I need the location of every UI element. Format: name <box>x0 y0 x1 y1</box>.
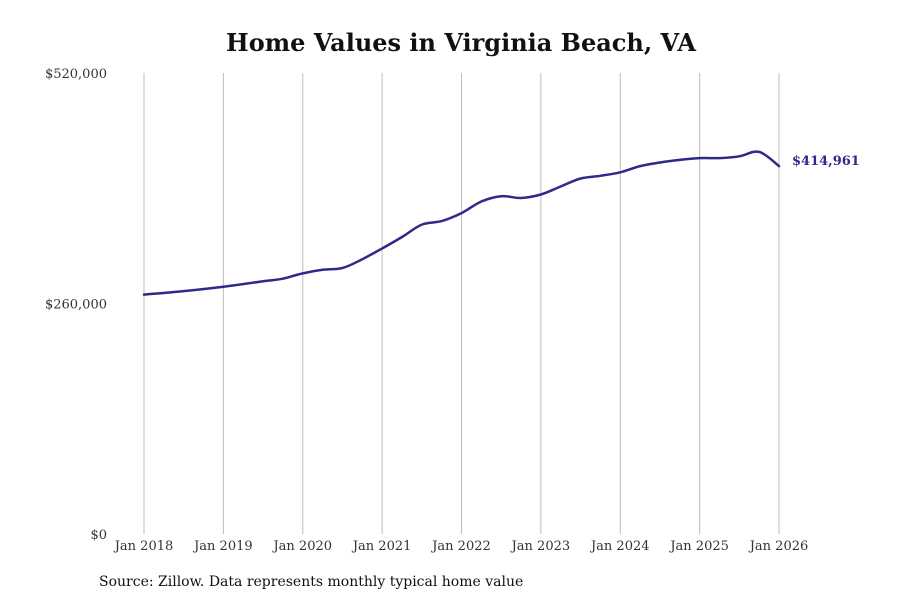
x-tick-label: Jan 2023 <box>510 539 571 554</box>
source-note: Source: Zillow. Data represents monthly … <box>99 574 524 590</box>
x-tick-label: Jan 2026 <box>748 539 809 554</box>
x-tick-label: Jan 2020 <box>271 539 332 554</box>
grid-lines <box>143 73 780 534</box>
x-tick-label: Jan 2019 <box>192 539 253 554</box>
y-tick-label: $0 <box>90 528 107 543</box>
y-tick-label: $520,000 <box>45 67 107 82</box>
x-tick-label: Jan 2018 <box>113 539 174 554</box>
x-axis: Jan 2018 Jan 2019 Jan 2020 Jan 2021 Jan 2022… <box>113 539 809 554</box>
y-axis: $0 $260,000 $520,000 <box>45 67 107 543</box>
home-value-line <box>142 150 781 296</box>
x-tick-label: Jan 2025 <box>668 539 729 554</box>
x-tick-label: Jan 2022 <box>430 539 491 554</box>
y-tick-label: $260,000 <box>45 298 107 313</box>
chart-title: Home Values in Virginia Beach, VA <box>226 28 696 57</box>
x-tick-label: Jan 2024 <box>589 539 650 554</box>
end-value-label: $414,961 <box>792 154 860 169</box>
x-tick-label: Jan 2021 <box>351 539 412 554</box>
series-layer: $414,961 <box>142 150 860 296</box>
